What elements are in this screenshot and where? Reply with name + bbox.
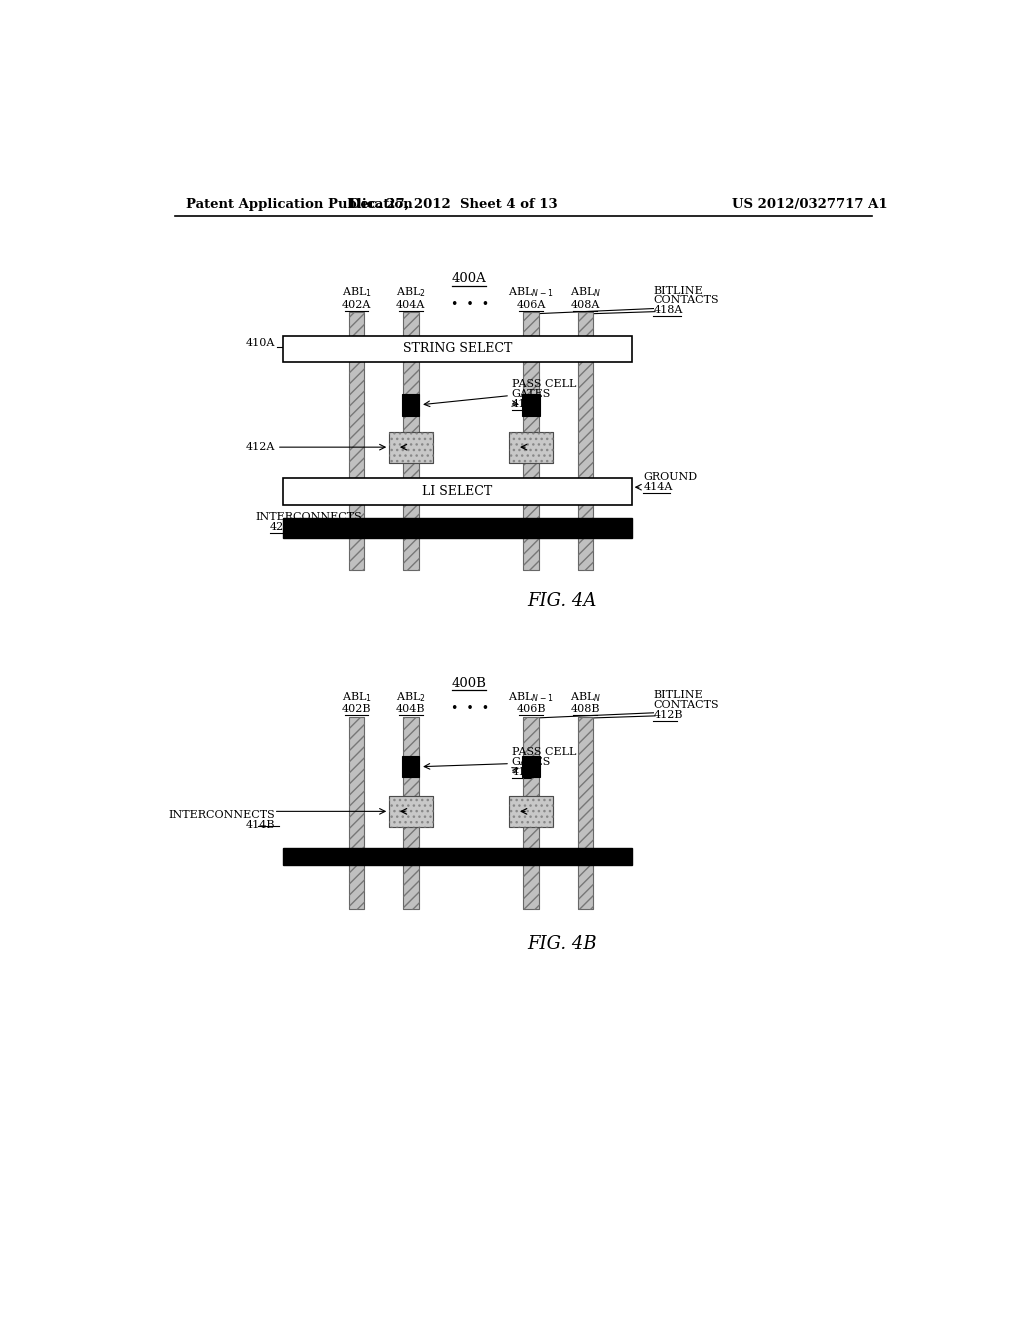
Text: 420A: 420A bbox=[270, 521, 299, 532]
Bar bbox=[402, 756, 420, 777]
Text: LI SELECT: LI SELECT bbox=[422, 484, 493, 498]
Text: CONTACTS: CONTACTS bbox=[653, 700, 719, 710]
Text: GROUND: GROUND bbox=[643, 471, 697, 482]
Text: BITLINE: BITLINE bbox=[653, 690, 703, 701]
Bar bbox=[349, 717, 365, 909]
Bar bbox=[402, 395, 420, 416]
Text: 402B: 402B bbox=[342, 705, 372, 714]
Bar bbox=[522, 756, 540, 777]
Bar bbox=[389, 796, 432, 826]
Bar bbox=[283, 478, 632, 506]
Bar bbox=[389, 432, 432, 462]
Text: ABL$_1$: ABL$_1$ bbox=[342, 285, 372, 300]
Bar bbox=[283, 517, 632, 539]
Text: GATES: GATES bbox=[512, 758, 551, 767]
Text: ABL$_N$: ABL$_N$ bbox=[569, 690, 601, 704]
Text: ABL$_1$: ABL$_1$ bbox=[342, 690, 372, 704]
Bar bbox=[403, 313, 419, 570]
Text: PASS CELL: PASS CELL bbox=[512, 747, 575, 758]
Text: 408B: 408B bbox=[570, 705, 600, 714]
Bar bbox=[389, 796, 432, 826]
Bar bbox=[509, 796, 553, 826]
Text: CONTACTS: CONTACTS bbox=[653, 296, 719, 305]
Text: 400A: 400A bbox=[452, 272, 486, 285]
Text: ABL$_2$: ABL$_2$ bbox=[396, 690, 426, 704]
Bar bbox=[523, 717, 539, 909]
Bar bbox=[349, 313, 365, 570]
Text: ABL$_2$: ABL$_2$ bbox=[396, 285, 426, 300]
Text: 406A: 406A bbox=[516, 300, 546, 310]
Text: 414B: 414B bbox=[246, 820, 275, 830]
Text: •  •  •: • • • bbox=[452, 702, 489, 715]
Bar bbox=[522, 395, 540, 416]
Text: 414A: 414A bbox=[643, 482, 673, 492]
Bar bbox=[578, 717, 593, 909]
Text: INTERCONNECTS: INTERCONNECTS bbox=[169, 810, 275, 820]
Bar bbox=[578, 313, 593, 570]
Bar bbox=[578, 717, 593, 909]
Text: STRING SELECT: STRING SELECT bbox=[402, 342, 512, 355]
Text: 406B: 406B bbox=[516, 705, 546, 714]
Text: 412B: 412B bbox=[653, 710, 683, 719]
Bar bbox=[403, 717, 419, 909]
Text: 404B: 404B bbox=[396, 705, 426, 714]
Text: INTERCONNECTS: INTERCONNECTS bbox=[256, 512, 362, 521]
Text: ABL$_N$: ABL$_N$ bbox=[569, 285, 601, 300]
Text: 416A: 416A bbox=[512, 400, 541, 409]
Text: 402A: 402A bbox=[342, 300, 372, 310]
Text: Patent Application Publication: Patent Application Publication bbox=[186, 198, 413, 211]
Text: 404A: 404A bbox=[396, 300, 426, 310]
Bar bbox=[403, 717, 419, 909]
Text: BITLINE: BITLINE bbox=[653, 286, 703, 296]
Text: 400B: 400B bbox=[452, 677, 486, 689]
Bar bbox=[509, 432, 553, 462]
Text: PASS CELL: PASS CELL bbox=[512, 379, 575, 389]
Bar bbox=[349, 717, 365, 909]
Bar bbox=[509, 796, 553, 826]
Text: Dec. 27, 2012  Sheet 4 of 13: Dec. 27, 2012 Sheet 4 of 13 bbox=[349, 198, 558, 211]
Text: 410B: 410B bbox=[512, 767, 541, 777]
Text: 412A: 412A bbox=[246, 442, 275, 453]
Text: GATES: GATES bbox=[512, 389, 551, 400]
Bar bbox=[523, 313, 539, 570]
Text: FIG. 4A: FIG. 4A bbox=[527, 593, 597, 610]
Text: 418A: 418A bbox=[653, 305, 683, 315]
Bar bbox=[389, 432, 432, 462]
Bar bbox=[523, 717, 539, 909]
Bar bbox=[509, 432, 553, 462]
Text: 410A: 410A bbox=[246, 338, 275, 348]
Bar bbox=[349, 313, 365, 570]
Text: US 2012/0327717 A1: US 2012/0327717 A1 bbox=[732, 198, 888, 211]
Text: 408A: 408A bbox=[570, 300, 600, 310]
Bar bbox=[283, 335, 632, 363]
Text: FIG. 4B: FIG. 4B bbox=[527, 935, 597, 953]
Text: •  •  •: • • • bbox=[452, 298, 489, 312]
Bar bbox=[403, 313, 419, 570]
Text: ABL$_{N-1}$: ABL$_{N-1}$ bbox=[508, 690, 554, 704]
Bar bbox=[523, 313, 539, 570]
Bar bbox=[578, 313, 593, 570]
Bar bbox=[283, 847, 632, 866]
Text: ABL$_{N-1}$: ABL$_{N-1}$ bbox=[508, 285, 554, 300]
